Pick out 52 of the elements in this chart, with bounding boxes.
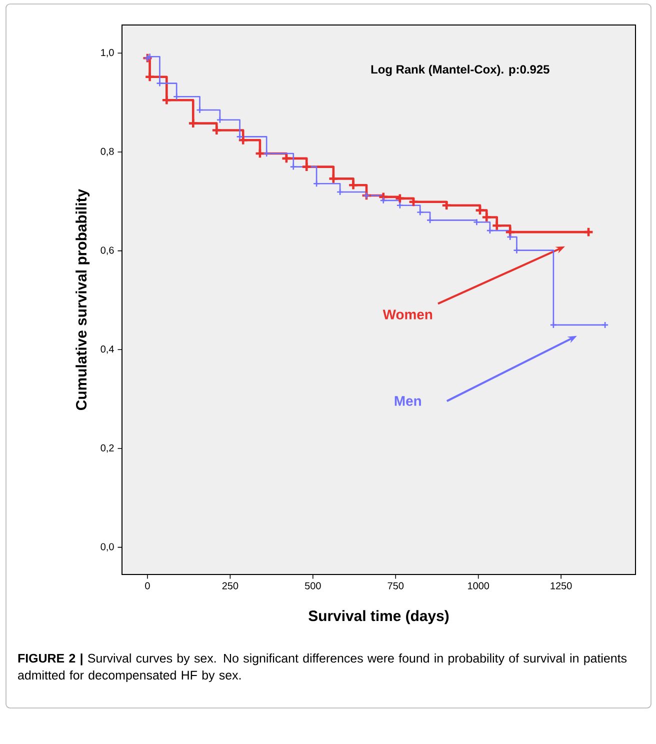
x-tick-label: 750: [388, 582, 404, 590]
y-tick-label: 0,4: [100, 346, 114, 354]
x-tick-label: 0: [145, 582, 150, 590]
point: [486, 226, 494, 234]
point: [196, 106, 204, 114]
point: [211, 124, 222, 136]
point: [144, 72, 156, 82]
y-tick-label: 0,0: [100, 543, 114, 552]
point: [380, 196, 388, 204]
point: [262, 150, 270, 158]
point: [441, 200, 452, 211]
point: [216, 116, 224, 124]
point: [161, 94, 172, 106]
point: [236, 133, 244, 140]
x-tick-label: 1250: [550, 582, 572, 590]
point: [504, 226, 516, 238]
point: [426, 216, 434, 224]
point: [492, 220, 502, 231]
text: FIGURE 2 | Survival curves by sex. No significant differences were found in probability of survival in patients admitted for decompensated HF by sex.: [18, 654, 627, 682]
y-tick-label: 0,2: [100, 444, 114, 453]
point: [312, 180, 320, 188]
text: Women: [382, 310, 432, 320]
point: [238, 134, 248, 146]
x-tick-label: 500: [305, 582, 321, 590]
point: [281, 153, 292, 164]
point: [172, 92, 180, 100]
point: [396, 202, 404, 210]
point: [394, 193, 406, 204]
point: [378, 192, 389, 202]
point: [336, 188, 344, 196]
point: [506, 233, 514, 241]
text: Men: [394, 396, 421, 406]
y-tick-label: 1,0: [101, 49, 114, 58]
x-axis-title: Survival time (days): [308, 610, 449, 624]
point: [550, 321, 558, 329]
point: [473, 218, 480, 226]
point: [301, 161, 312, 172]
point: [188, 118, 198, 129]
y-tick-label: 0,8: [100, 148, 114, 156]
point: [156, 80, 164, 87]
point: [348, 180, 359, 190]
y-axis-title: Cumulative survival probability: [76, 188, 90, 410]
point: [416, 208, 424, 216]
point: [513, 246, 520, 254]
annotation: Log Rank (Mantel-Cox). p:0.925: [371, 64, 550, 76]
point: [254, 148, 266, 159]
point: [290, 163, 298, 170]
y-tick-label: 0,6: [100, 246, 114, 255]
x-tick-label: 1000: [468, 582, 490, 590]
point: [408, 196, 419, 208]
point: [328, 173, 339, 184]
x-tick-label: 250: [222, 582, 238, 590]
